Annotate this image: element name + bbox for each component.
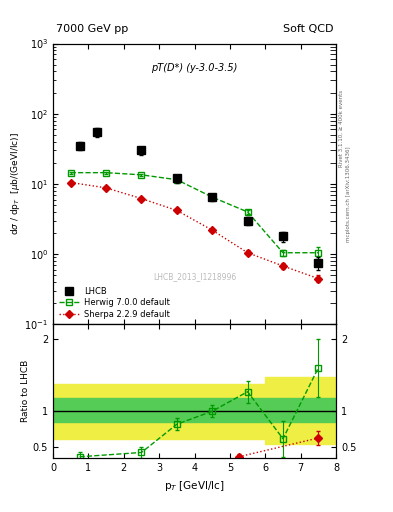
Legend: LHCB, Herwig 7.0.0 default, Sherpa 2.2.9 default: LHCB, Herwig 7.0.0 default, Sherpa 2.2.9…	[57, 285, 171, 321]
Text: Rivet 3.1.10, ≥ 400k events: Rivet 3.1.10, ≥ 400k events	[339, 90, 344, 166]
Text: LHCB_2013_I1218996: LHCB_2013_I1218996	[153, 272, 236, 281]
Text: mcplots.cern.ch [arXiv:1306.3436]: mcplots.cern.ch [arXiv:1306.3436]	[346, 147, 351, 242]
Text: Soft QCD: Soft QCD	[283, 24, 333, 34]
X-axis label: p$_T$ [GeVl/lc]: p$_T$ [GeVl/lc]	[164, 479, 225, 493]
Text: 7000 GeV pp: 7000 GeV pp	[56, 24, 128, 34]
Text: pT(D*) (y-3.0-3.5): pT(D*) (y-3.0-3.5)	[151, 63, 238, 73]
Y-axis label: d$\sigma$ / dp$_T$  [$\mu$b/(GeVl/lc)]: d$\sigma$ / dp$_T$ [$\mu$b/(GeVl/lc)]	[9, 133, 22, 236]
Y-axis label: Ratio to LHCB: Ratio to LHCB	[21, 360, 30, 422]
